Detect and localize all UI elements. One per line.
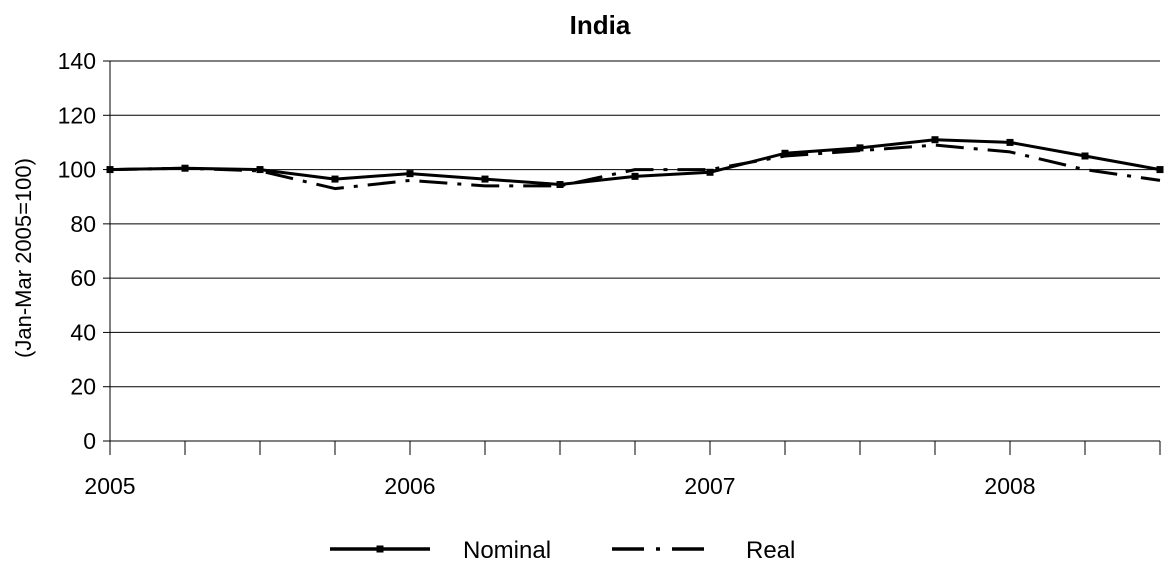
- x-tick-labels: 2005 2006 2007 2008: [84, 473, 1035, 499]
- gridlines: [110, 60, 1160, 388]
- legend-item-real: Real: [612, 537, 795, 564]
- data-point-nominal: [1081, 152, 1089, 160]
- data-point-nominal: [331, 175, 339, 183]
- data-point-nominal: [706, 168, 714, 176]
- x-tick-label: 2005: [84, 473, 135, 499]
- data-point-nominal: [256, 166, 264, 174]
- y-tick-label: 80: [70, 211, 96, 237]
- y-tick-label: 60: [70, 265, 96, 291]
- y-tick-label: 20: [70, 374, 96, 400]
- x-tick-label: 2006: [384, 473, 435, 499]
- data-point-nominal: [781, 149, 789, 157]
- y-axis-title: (Jan-Mar 2005=100): [11, 158, 36, 358]
- legend-label-nominal: Nominal: [463, 537, 551, 564]
- series-lines: [106, 136, 1164, 191]
- legend: Nominal Real: [330, 537, 795, 564]
- y-tick-label: 0: [83, 428, 96, 454]
- chart-title: India: [570, 10, 631, 40]
- data-point-nominal: [931, 136, 939, 144]
- data-point-nominal: [856, 144, 864, 152]
- legend-marker-nominal: [376, 545, 384, 553]
- y-tick-label: 100: [58, 157, 96, 183]
- x-tick-label: 2008: [984, 473, 1035, 499]
- data-point-nominal: [1006, 138, 1014, 146]
- series-line-real: [109, 143, 1161, 191]
- data-point-nominal: [631, 172, 639, 180]
- legend-item-nominal: Nominal: [330, 537, 551, 564]
- axes: [103, 60, 1161, 455]
- y-tick-labels: 0 20 40 60 80 100 120 140: [58, 48, 96, 454]
- y-tick-label: 140: [58, 48, 96, 74]
- data-point-nominal: [1156, 166, 1164, 174]
- data-point-nominal: [556, 181, 564, 188]
- y-tick-label: 120: [58, 102, 96, 128]
- legend-label-real: Real: [746, 537, 795, 564]
- data-point-nominal: [406, 170, 414, 178]
- y-tick-label: 40: [70, 319, 96, 345]
- x-tick-label: 2007: [684, 473, 735, 499]
- data-point-nominal: [481, 175, 489, 183]
